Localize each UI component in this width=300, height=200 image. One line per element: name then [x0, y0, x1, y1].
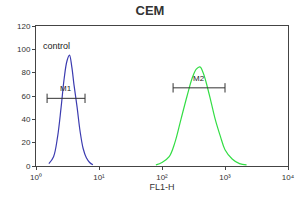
svg-text:0: 0 [26, 162, 31, 171]
svg-text:M1: M1 [60, 84, 72, 93]
svg-text:40: 40 [21, 115, 30, 124]
svg-text:10³: 10³ [219, 173, 231, 182]
svg-text:CEM: CEM [136, 3, 165, 18]
svg-text:20: 20 [21, 138, 30, 147]
svg-text:120: 120 [17, 22, 31, 31]
svg-text:10²: 10² [156, 173, 168, 182]
svg-text:control: control [43, 41, 70, 51]
svg-text:100: 100 [17, 45, 31, 54]
svg-text:60: 60 [21, 92, 30, 101]
svg-text:10⁴: 10⁴ [282, 173, 295, 182]
svg-text:10⁰: 10⁰ [30, 173, 42, 182]
svg-text:M2: M2 [193, 74, 205, 83]
svg-text:FL1-H: FL1-H [149, 182, 174, 192]
svg-text:80: 80 [21, 68, 30, 77]
svg-text:10¹: 10¹ [93, 173, 105, 182]
